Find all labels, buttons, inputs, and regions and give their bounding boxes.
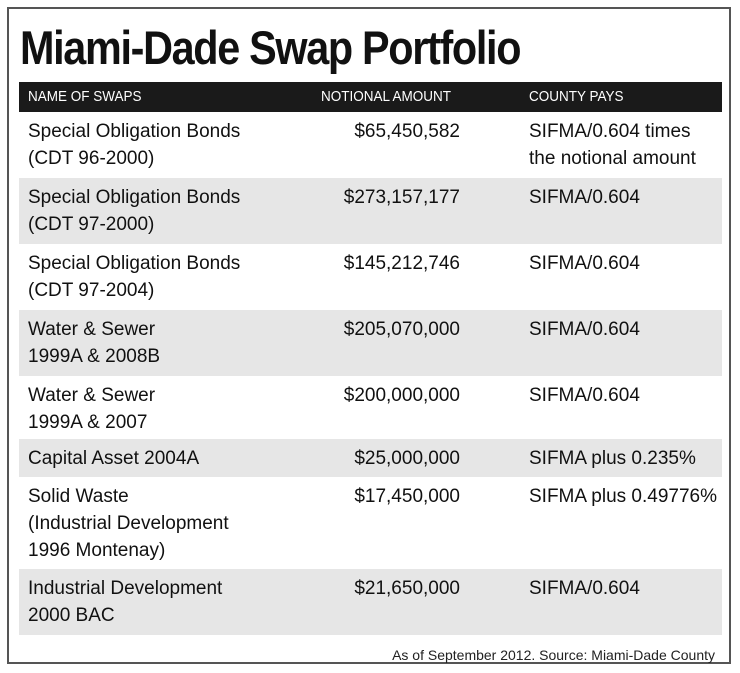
county-pays: SIFMA/0.604 [529, 187, 640, 208]
header-county-pays: COUNTY PAYS [529, 88, 624, 105]
table-row: Capital Asset 2004A $25,000,000 SIFMA pl… [19, 439, 722, 477]
swap-name: Water & Sewer 1999A & 2008B [28, 319, 161, 367]
county-pays: SIFMA plus 0.49776% [529, 486, 717, 507]
swap-name: Special Obligation Bonds (CDT 97-2000) [28, 187, 241, 235]
county-pays: SIFMA/0.604 [529, 385, 640, 406]
county-pays: SIFMA/0.604 [529, 319, 640, 340]
table-row: Water & Sewer 1999A & 2008B $205,070,000… [19, 310, 722, 376]
swap-table: NAME OF SWAPS NOTIONAL AMOUNT COUNTY PAY… [19, 82, 722, 635]
table-header: NAME OF SWAPS NOTIONAL AMOUNT COUNTY PAY… [19, 82, 722, 112]
county-pays: SIFMA/0.604 times the notional amount [529, 121, 696, 169]
notional-amount: $25,000,000 [354, 448, 460, 469]
notional-amount: $65,450,582 [354, 121, 460, 142]
notional-amount: $17,450,000 [354, 486, 460, 507]
notional-amount: $21,650,000 [354, 578, 460, 599]
county-pays: SIFMA/0.604 [529, 578, 640, 599]
swap-name: Water & Sewer 1999A & 2007 [28, 385, 156, 433]
swap-name: Special Obligation Bonds (CDT 97-2004) [28, 253, 241, 301]
swap-name: Capital Asset 2004A [28, 448, 200, 469]
infographic-frame: Miami-Dade Swap Portfolio NAME OF SWAPS … [7, 7, 731, 664]
table-row: Industrial Development 2000 BAC $21,650,… [19, 569, 722, 635]
header-notional-amount: NOTIONAL AMOUNT [321, 88, 452, 105]
page-title: Miami-Dade Swap Portfolio [20, 21, 521, 74]
notional-amount: $200,000,000 [343, 385, 460, 406]
notional-amount: $205,070,000 [343, 319, 460, 340]
swap-name: Special Obligation Bonds (CDT 96-2000) [28, 121, 241, 169]
header-name-of-swaps: NAME OF SWAPS [28, 88, 142, 105]
notional-amount: $145,212,746 [343, 253, 460, 274]
notional-amount: $273,157,177 [343, 187, 460, 208]
table-row: Solid Waste (Industrial Development 1996… [19, 477, 722, 569]
source-note: As of September 2012. Source: Miami-Dade… [392, 647, 715, 663]
swap-name: Solid Waste (Industrial Development 1996… [28, 486, 229, 561]
swap-name: Industrial Development 2000 BAC [28, 578, 223, 626]
table-row: Special Obligation Bonds (CDT 97-2000) $… [19, 178, 722, 244]
county-pays: SIFMA/0.604 [529, 253, 640, 274]
county-pays: SIFMA plus 0.235% [529, 448, 696, 469]
table-row: Water & Sewer 1999A & 2007 $200,000,000 … [19, 376, 722, 439]
table-row: Special Obligation Bonds (CDT 97-2004) $… [19, 244, 722, 310]
table-row: Special Obligation Bonds (CDT 96-2000) $… [19, 112, 722, 178]
